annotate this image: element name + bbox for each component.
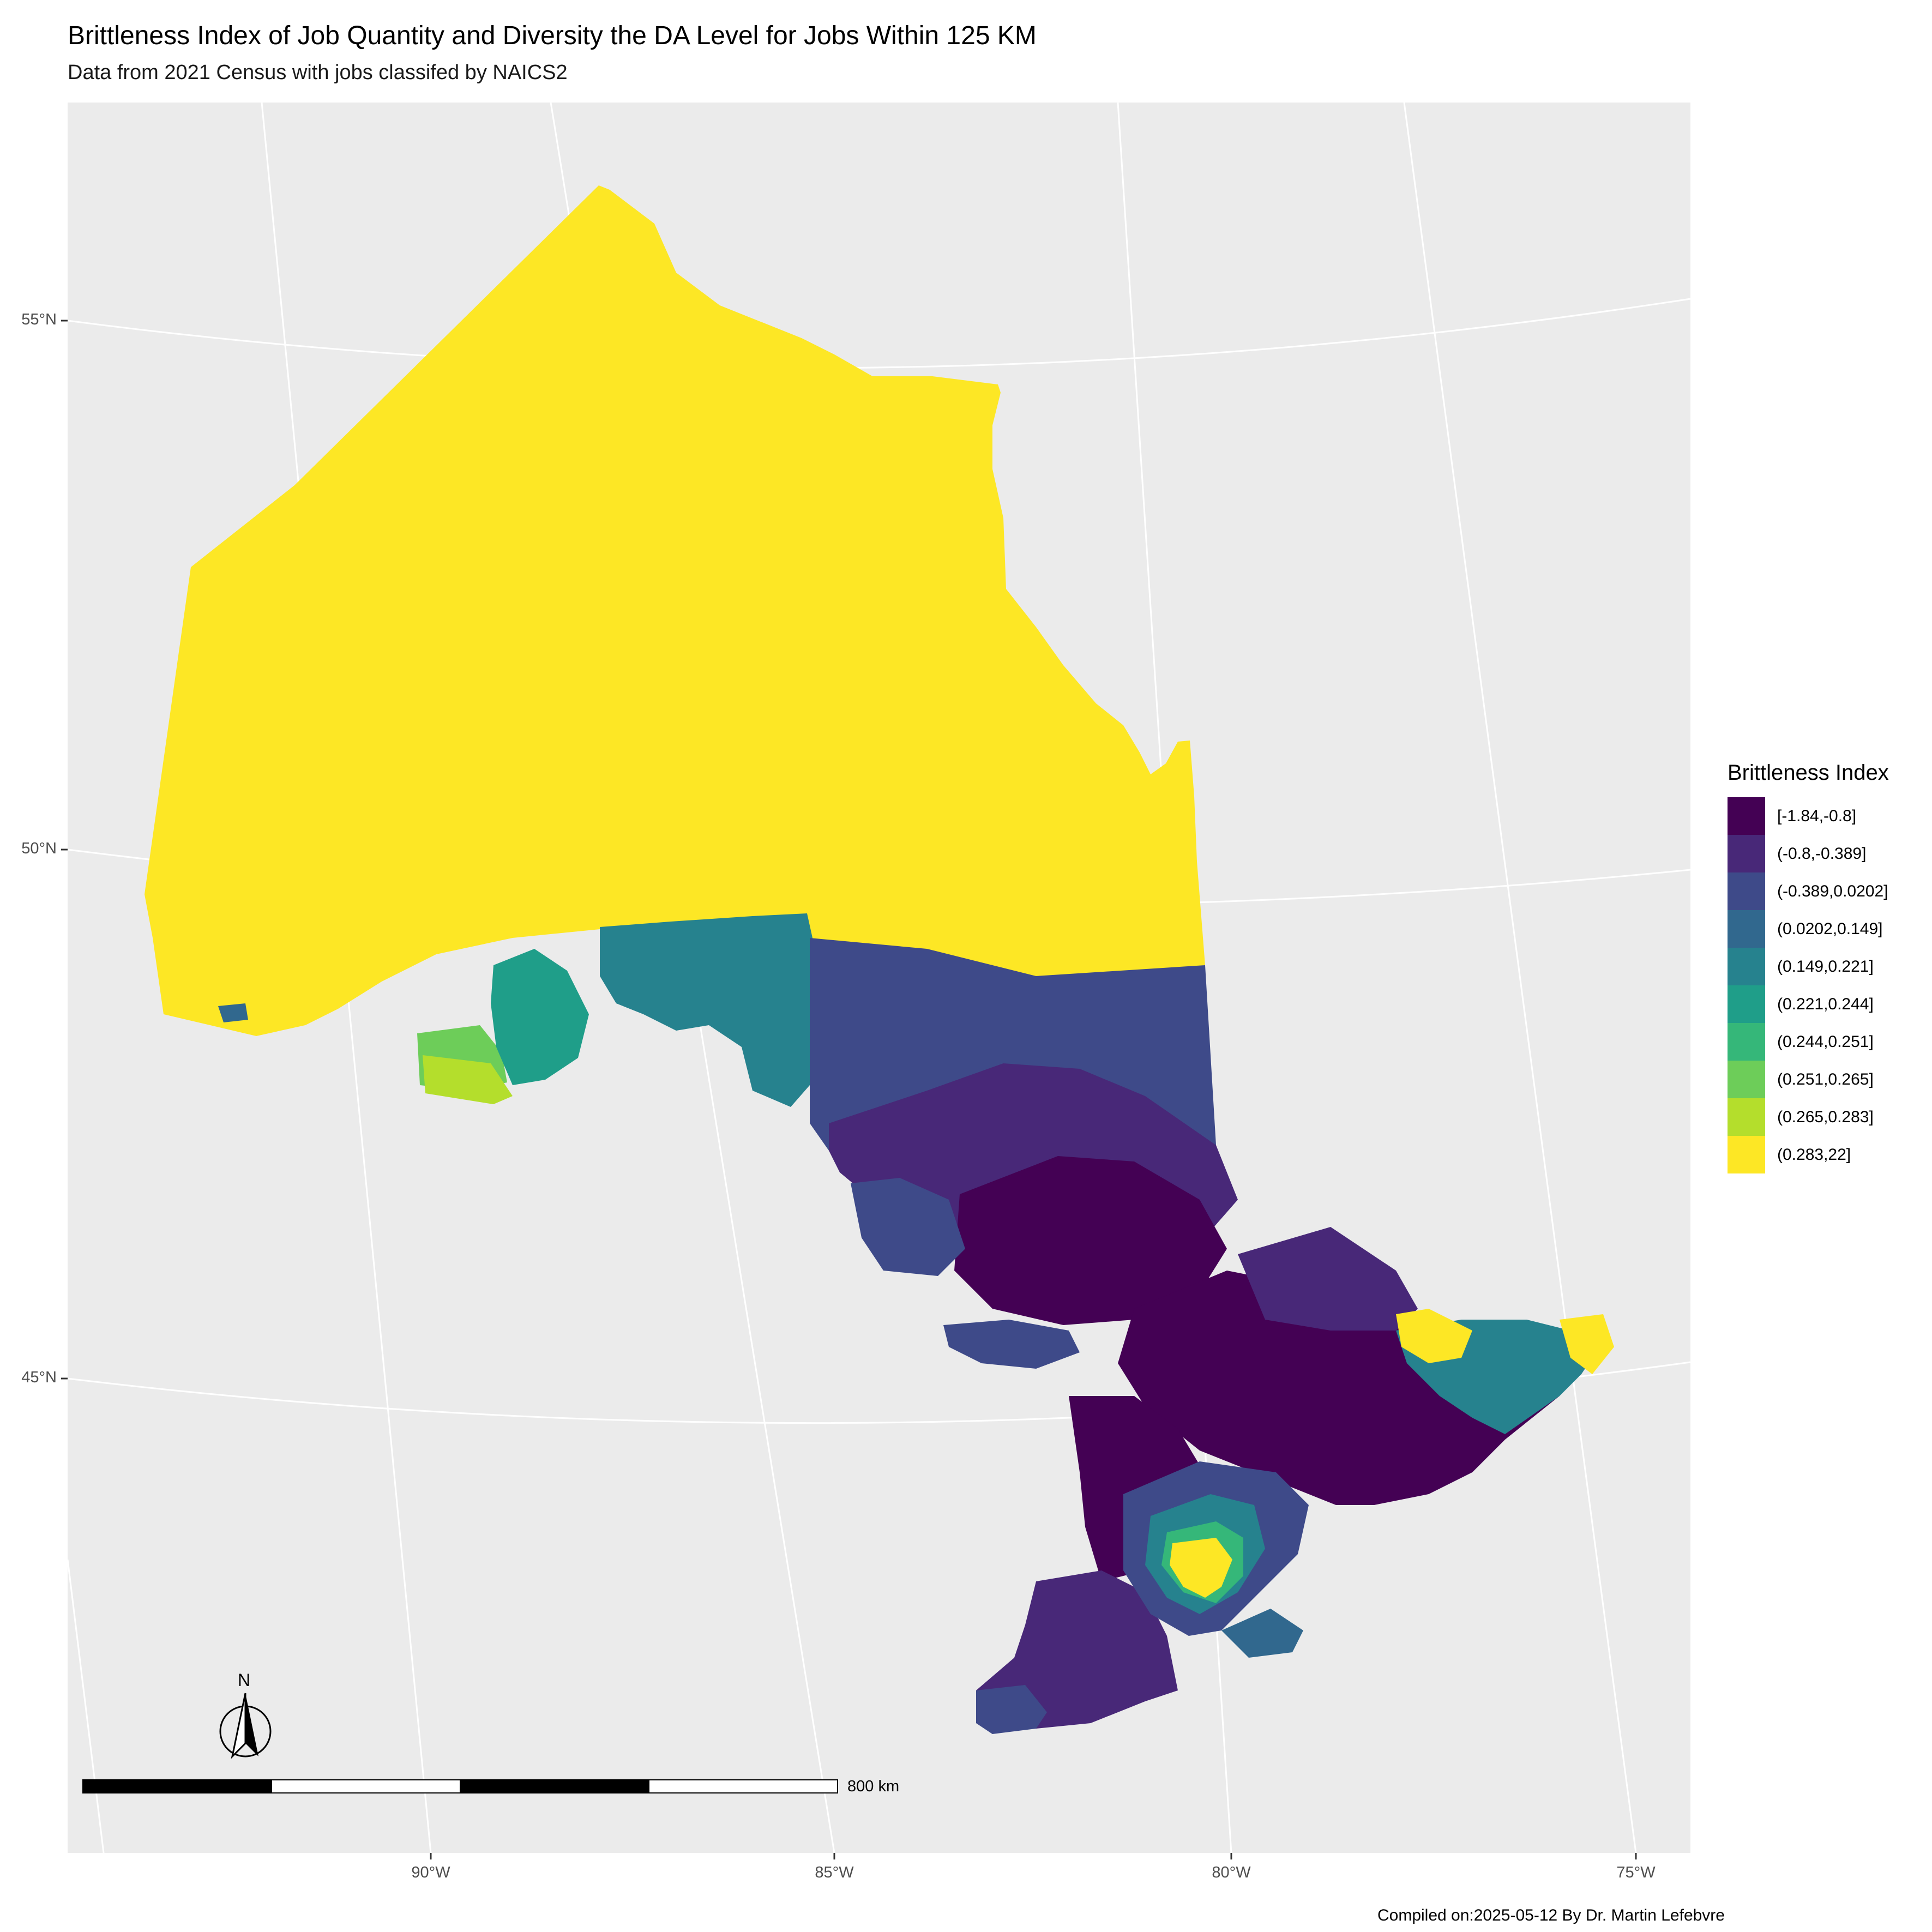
map-title: Brittleness Index of Job Quantity and Di… [68, 21, 1037, 50]
legend-label: (-0.8,-0.389] [1777, 844, 1867, 863]
north-arrow-icon [219, 1693, 272, 1759]
lat-label-45: 45°N [21, 1369, 57, 1386]
region-sudbury-dark [954, 1156, 1227, 1325]
legend-item: (0.244,0.251] [1728, 1023, 1889, 1061]
region-west-blue-patch [218, 1003, 248, 1022]
legend-label: (0.0202,0.149] [1777, 919, 1883, 938]
legend-label: (0.221,0.244] [1777, 995, 1874, 1013]
lon-label-80: 80°W [1212, 1864, 1251, 1881]
region-manitoulin-islands [943, 1320, 1080, 1369]
legend-item: (0.221,0.244] [1728, 985, 1889, 1023]
legend-item: (-0.8,-0.389] [1728, 835, 1889, 872]
graticule-lon-75 [1403, 102, 1637, 1853]
lon-label-75: 75°W [1616, 1864, 1656, 1881]
region-central-dark [1118, 1271, 1560, 1505]
scale-seg-2 [271, 1779, 461, 1793]
axis-ticks [61, 320, 1637, 1859]
lat-label-50: 50°N [21, 840, 57, 857]
legend-label: (0.283,22] [1777, 1145, 1851, 1164]
graticule-lat-55 [67, 298, 1691, 369]
region-gta-yellow-core [1170, 1538, 1232, 1598]
lon-label-90: 90°W [411, 1864, 450, 1881]
legend-item: (-0.389,0.0202] [1728, 872, 1889, 910]
region-ottawa-yellow [1396, 1309, 1472, 1363]
north-arrow-label: N [238, 1670, 251, 1690]
scale-seg-4 [648, 1779, 838, 1793]
legend-item: (0.0202,0.149] [1728, 910, 1889, 948]
legend-swatch [1728, 1098, 1765, 1136]
region-cornwall-yellow [1560, 1314, 1614, 1374]
map-subtitle: Data from 2021 Census with jobs classife… [68, 61, 568, 84]
legend-item: (0.251,0.265] [1728, 1061, 1889, 1098]
graticule-lon-95 [67, 1559, 105, 1853]
legend-item: [-1.84,-0.8] [1728, 797, 1889, 835]
region-nipigon-teal [491, 949, 589, 1085]
scale-seg-1 [82, 1779, 272, 1793]
scale-bar [82, 1779, 838, 1793]
legend-items: [-1.84,-0.8] (-0.8,-0.389] (-0.389,0.0202]… [1728, 797, 1889, 1173]
region-manitoulin-blue [851, 1178, 965, 1276]
region-thunder-bay-band [600, 913, 812, 1107]
lon-label-85: 85°W [815, 1864, 854, 1881]
lat-label-55: 55°N [21, 311, 57, 328]
legend-title: Brittleness Index [1728, 761, 1889, 785]
scale-seg-3 [460, 1779, 649, 1793]
legend-swatch [1728, 1136, 1765, 1173]
legend-item: (0.149,0.221] [1728, 948, 1889, 985]
legend-swatch [1728, 872, 1765, 910]
legend-label: (0.244,0.251] [1777, 1032, 1874, 1051]
legend-label: (-0.389,0.0202] [1777, 882, 1888, 900]
legend-swatch [1728, 1061, 1765, 1098]
region-eastern-purple [1238, 1227, 1418, 1331]
legend-label: (0.251,0.265] [1777, 1070, 1874, 1088]
region-far-north [145, 185, 1205, 1036]
scale-bar-label: 800 km [847, 1778, 900, 1795]
legend-label: (0.265,0.283] [1777, 1108, 1874, 1126]
legend-swatch [1728, 1023, 1765, 1061]
region-west-lime [423, 1055, 513, 1104]
legend-swatch [1728, 985, 1765, 1023]
legend: Brittleness Index [-1.84,-0.8] (-0.8,-0.3… [1728, 761, 1889, 1173]
legend-swatch [1728, 797, 1765, 835]
legend-swatch [1728, 910, 1765, 948]
region-essex-blue [976, 1685, 1047, 1734]
legend-swatch [1728, 948, 1765, 985]
legend-label: [-1.84,-0.8] [1777, 806, 1857, 825]
legend-item: (0.265,0.283] [1728, 1098, 1889, 1136]
legend-swatch [1728, 835, 1765, 872]
region-niagara [1221, 1609, 1303, 1658]
ontario-regions [145, 185, 1614, 1734]
caption: Compiled on:2025-05-12 By Dr. Martin Lef… [1377, 1906, 1725, 1924]
legend-item: (0.283,22] [1728, 1136, 1889, 1173]
legend-label: (0.149,0.221] [1777, 957, 1874, 976]
